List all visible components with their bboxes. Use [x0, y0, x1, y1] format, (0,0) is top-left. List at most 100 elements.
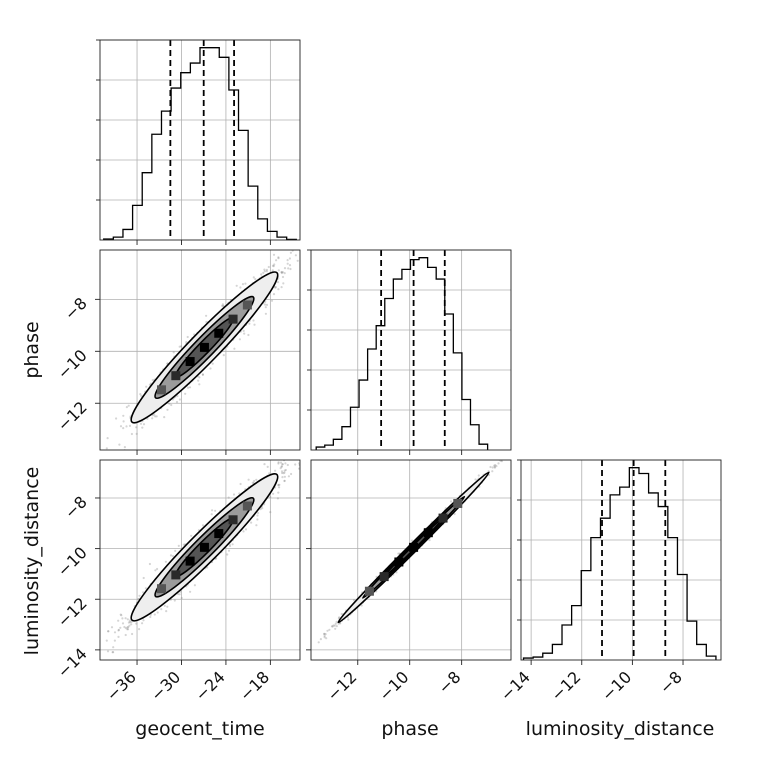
sample-point [275, 259, 278, 262]
sample-point [271, 264, 275, 267]
sample-point [277, 461, 280, 464]
sample-point [185, 341, 188, 344]
sample-point [294, 444, 296, 446]
sample-point [502, 456, 504, 458]
sample-point [264, 306, 267, 309]
sample-point [328, 628, 331, 631]
sample-point [169, 554, 173, 557]
sample-point [259, 508, 262, 511]
sample-point [352, 599, 356, 602]
sample-point [280, 470, 284, 473]
sample-point [251, 481, 254, 484]
density-block [242, 300, 252, 310]
sample-point [222, 304, 225, 307]
sample-point [254, 278, 257, 281]
sample-point [306, 453, 308, 455]
scatter-group-luminosity_distance-vs-geocent_time [100, 444, 311, 654]
sample-point [112, 646, 115, 649]
sample-point [255, 524, 258, 527]
sample-point [264, 312, 267, 315]
sample-point [187, 386, 190, 389]
xtick-label-geocent_time-2: −24 [191, 667, 228, 704]
sample-point [294, 463, 297, 466]
sample-point [279, 467, 282, 470]
sample-point [287, 475, 290, 478]
sample-point [286, 262, 289, 265]
sample-point [324, 633, 327, 636]
sample-point [227, 549, 231, 552]
density-block [379, 572, 389, 582]
sample-point [280, 286, 283, 289]
sample-point [283, 471, 286, 474]
density-block [185, 556, 195, 566]
sample-point [178, 398, 181, 401]
density-block [171, 371, 181, 381]
sample-point [276, 497, 279, 500]
sample-point [163, 416, 166, 419]
sample-point [222, 354, 225, 357]
sample-point [123, 446, 126, 449]
sample-point [278, 483, 281, 486]
sample-point [288, 264, 292, 267]
sample-point [257, 511, 260, 515]
sample-point [221, 303, 224, 306]
sample-point [151, 417, 154, 420]
sample-point [428, 539, 431, 542]
sample-point [331, 625, 334, 628]
sample-point [280, 465, 283, 468]
sample-point [277, 462, 280, 465]
sample-point [280, 271, 283, 274]
sample-point [210, 513, 213, 516]
sample-point [395, 571, 398, 574]
density-block [199, 542, 209, 552]
sample-point [227, 496, 230, 499]
sample-point [121, 622, 125, 625]
sample-point [115, 417, 118, 420]
sample-point [334, 622, 337, 625]
sample-point [211, 509, 214, 512]
sample-point [154, 415, 157, 418]
sample-point [274, 286, 277, 289]
sample-point [335, 625, 338, 628]
sample-point [180, 596, 183, 600]
sample-point [105, 639, 108, 642]
sample-point [270, 299, 274, 302]
sample-point [113, 631, 117, 634]
sample-point [263, 270, 266, 273]
sample-point [283, 479, 286, 482]
sample-point [317, 641, 320, 644]
sample-point [120, 614, 123, 617]
sample-point [186, 335, 189, 339]
sample-point [198, 376, 201, 379]
sample-point [127, 621, 130, 624]
sample-point [201, 373, 204, 376]
sample-point [308, 240, 310, 242]
sample-point [126, 628, 130, 631]
sample-point [176, 394, 179, 398]
sample-point [273, 263, 276, 266]
histogram-luminosity_distance [522, 467, 717, 660]
sample-point [106, 437, 109, 440]
sample-point [130, 623, 133, 626]
sample-point [274, 469, 277, 472]
sample-point [272, 253, 276, 256]
density-block [228, 314, 238, 324]
sample-point [184, 392, 187, 395]
sample-point [124, 617, 127, 620]
sample-point [252, 276, 255, 279]
sample-point [309, 444, 311, 446]
sample-point [128, 424, 132, 427]
sample-point [334, 627, 337, 630]
sample-point [163, 604, 166, 607]
density-block [364, 586, 374, 596]
sample-point [286, 259, 289, 262]
density-block [228, 515, 238, 525]
sample-point [330, 625, 334, 628]
sample-point [193, 584, 196, 587]
sample-point [239, 286, 242, 289]
panel-frame-hist-phase [310, 249, 512, 451]
sample-point [117, 629, 120, 632]
sample-point [247, 333, 250, 337]
sample-point [277, 288, 280, 291]
sample-point [477, 474, 480, 477]
